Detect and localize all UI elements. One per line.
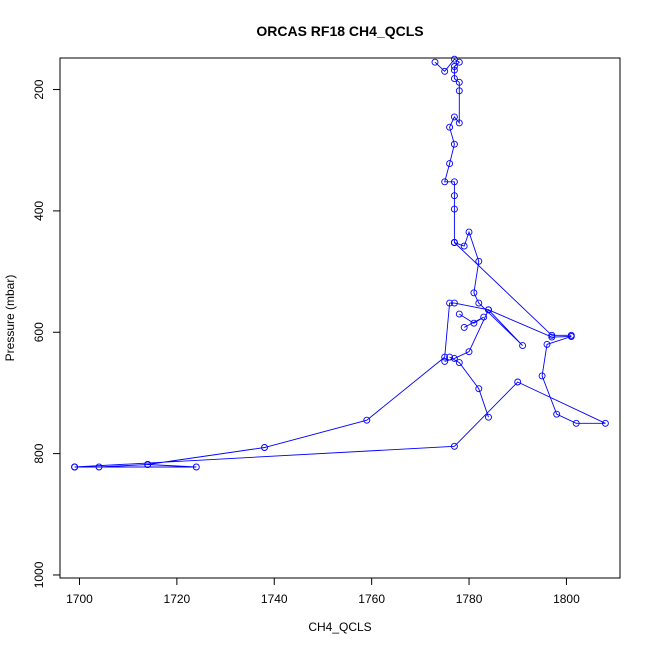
series-line [459, 313, 484, 328]
data-point [553, 410, 561, 418]
x-tick-label: 1700 [66, 592, 93, 606]
series-line [449, 356, 489, 418]
data-point [450, 113, 458, 121]
data-point [460, 242, 468, 250]
data-point [450, 75, 458, 83]
data-point [548, 331, 556, 339]
data-point [455, 310, 463, 318]
data-point [450, 66, 458, 74]
data-point [465, 348, 473, 356]
data-point [519, 342, 527, 350]
data-point [470, 289, 478, 297]
data-point [548, 333, 556, 341]
data-point [514, 378, 522, 386]
data-point [450, 63, 458, 70]
data-point [460, 323, 468, 331]
x-tick-label: 1740 [261, 592, 288, 606]
series-line [434, 58, 523, 362]
data-point [455, 359, 463, 367]
data-point [485, 413, 492, 421]
data-point [475, 385, 483, 393]
y-tick-label: 800 [32, 443, 46, 463]
x-tick-label: 1720 [164, 592, 191, 606]
series-line [454, 242, 572, 336]
data-point [455, 87, 463, 95]
data-point [465, 228, 473, 236]
x-tick-label: 1800 [553, 592, 580, 606]
x-tick-label: 1780 [456, 592, 483, 606]
data-point [543, 340, 551, 348]
data-point [450, 299, 458, 307]
data-point [431, 58, 439, 66]
data-point [441, 178, 449, 186]
data-point [192, 463, 200, 471]
data-point [538, 372, 546, 380]
data-point [441, 353, 449, 361]
data-point [567, 331, 575, 339]
data-point [450, 239, 458, 246]
data-point [601, 419, 609, 427]
series-layer [71, 55, 609, 471]
data-point [441, 67, 449, 75]
data-point [363, 416, 371, 424]
data-point [475, 299, 483, 307]
data-point [450, 354, 458, 362]
data-point [475, 257, 483, 265]
y-axis-label: Pressure (mbar) [3, 275, 17, 362]
data-point [470, 319, 478, 327]
data-point [485, 306, 492, 314]
data-point [450, 205, 458, 213]
data-point [480, 313, 488, 321]
data-point [71, 463, 79, 471]
x-axis-label: CH4_QCLS [308, 620, 371, 634]
data-point [261, 444, 268, 451]
plot-frame [59, 57, 621, 579]
data-point [450, 140, 458, 148]
y-axis: 200 400 600 800 1000 [32, 79, 60, 588]
y-tick-label: 400 [32, 201, 46, 221]
data-point [455, 78, 463, 86]
x-tick-label: 1760 [358, 592, 385, 606]
data-point [446, 299, 454, 307]
data-point [446, 160, 454, 168]
data-point [572, 419, 580, 427]
data-point [441, 357, 449, 365]
x-axis: 1700 1720 1740 1760 1780 1800 [66, 578, 580, 606]
y-tick-label: 600 [32, 322, 46, 342]
data-point [450, 178, 458, 186]
y-tick-label: 200 [32, 79, 46, 99]
data-point [144, 461, 152, 468]
data-point [450, 442, 458, 450]
chart-title: ORCAS RF18 CH4_QCLS [256, 23, 423, 39]
y-tick-label: 1000 [32, 561, 46, 588]
data-point [446, 123, 454, 131]
data-point [450, 55, 458, 63]
data-point [455, 119, 463, 127]
data-point [455, 58, 463, 66]
data-point [450, 192, 458, 200]
series-line [74, 302, 606, 468]
data-point [95, 463, 103, 471]
